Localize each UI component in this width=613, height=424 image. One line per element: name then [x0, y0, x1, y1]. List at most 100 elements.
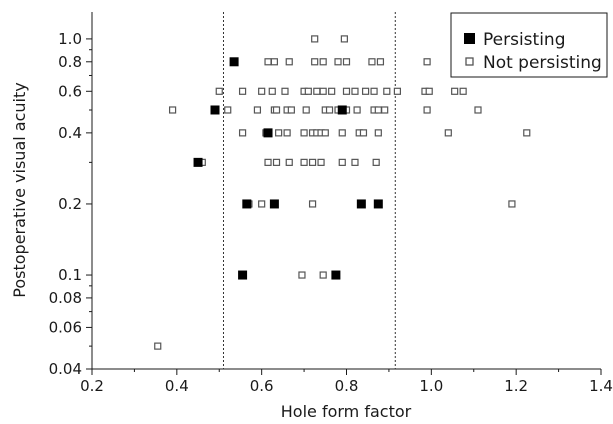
- data-point-not-persisting: [253, 106, 262, 114]
- data-point-not-persisting: [285, 158, 293, 166]
- reference-lines: [222, 12, 396, 369]
- data-point-not-persisting: [264, 58, 272, 66]
- data-point-not-persisting: [264, 158, 272, 166]
- data-point-not-persisting: [270, 58, 278, 66]
- legend-box: [450, 12, 608, 78]
- data-point-not-persisting: [258, 87, 266, 95]
- data-point-not-persisting: [368, 58, 376, 66]
- x-tick-label: 0.6: [250, 377, 274, 395]
- data-point-not-persisting: [523, 129, 531, 137]
- data-point-not-persisting: [298, 271, 306, 279]
- y-tick-label: 0.06: [49, 318, 82, 336]
- x-tick-label: 1.0: [419, 377, 443, 395]
- data-point-persisting: [242, 199, 252, 209]
- data-point-persisting: [229, 57, 239, 67]
- data-point-not-persisting: [285, 58, 293, 66]
- data-point-not-persisting: [353, 106, 361, 114]
- data-point-not-persisting: [444, 129, 452, 137]
- y-tick-label: 0.6: [58, 82, 82, 100]
- data-point-not-persisting: [328, 87, 336, 95]
- axes: 0.2 0.4 0.6 0.8 1.0 1.2 1.4 0.04 0.06 0.08 0.1 0.2 0…: [49, 12, 613, 395]
- data-point-not-persisting: [154, 342, 162, 350]
- data-point-persisting: [238, 270, 248, 280]
- data-point-not-persisting: [372, 158, 380, 166]
- data-point-not-persisting: [451, 87, 459, 95]
- data-point-not-persisting: [321, 129, 329, 137]
- data-point-not-persisting: [425, 87, 433, 95]
- data-point-persisting: [269, 199, 279, 209]
- data-point-not-persisting: [319, 271, 327, 279]
- data-point-not-persisting: [272, 158, 281, 166]
- legend-marker-persisting: [464, 33, 475, 44]
- data-point-not-persisting: [283, 129, 291, 137]
- data-point-not-persisting: [474, 106, 482, 114]
- data-point-not-persisting: [281, 87, 289, 95]
- data-point-not-persisting: [268, 87, 276, 95]
- data-point-not-persisting: [272, 106, 281, 114]
- data-point-not-persisting: [459, 87, 467, 95]
- data-point-not-persisting: [338, 129, 346, 137]
- data-point-not-persisting: [351, 158, 359, 166]
- data-point-persisting: [373, 199, 383, 209]
- data-point-not-persisting: [238, 129, 247, 137]
- data-point-not-persisting: [338, 158, 346, 166]
- x-tick-label: 0.8: [335, 377, 359, 395]
- data-point-not-persisting: [317, 158, 325, 166]
- data-point-not-persisting: [311, 35, 319, 43]
- y-tick-label: 0.4: [58, 124, 82, 142]
- x-tick-label: 1.2: [504, 377, 528, 395]
- data-point-not-persisting: [287, 106, 295, 114]
- data-point-not-persisting: [319, 87, 327, 95]
- data-point-not-persisting: [215, 87, 223, 95]
- data-point-not-persisting: [423, 58, 431, 66]
- data-point-not-persisting: [393, 87, 401, 95]
- y-tick-label: 0.1: [58, 266, 82, 284]
- legend-marker-not-persisting: [465, 57, 474, 66]
- x-tick-label: 0.2: [80, 377, 104, 395]
- data-point-not-persisting: [376, 58, 385, 66]
- x-axis-title: Hole form factor: [281, 402, 412, 421]
- data-point-not-persisting: [275, 129, 283, 137]
- data-point-not-persisting: [361, 87, 370, 95]
- y-axis-title: Postoperative visual acuity: [10, 82, 29, 297]
- y-tick-label: 0.08: [49, 289, 82, 307]
- data-point-not-persisting: [374, 106, 382, 114]
- legend-label-persisting: Persisting: [483, 30, 566, 50]
- data-point-not-persisting: [304, 87, 312, 95]
- data-point-not-persisting: [313, 87, 321, 95]
- data-point-not-persisting: [168, 106, 177, 114]
- data-point-persisting: [356, 199, 366, 209]
- data-point-not-persisting: [383, 87, 391, 95]
- x-tick-label: 1.4: [589, 377, 613, 395]
- data-point-not-persisting: [238, 87, 247, 95]
- y-tick-label: 0.8: [58, 53, 82, 71]
- data-point-not-persisting: [325, 106, 334, 114]
- data-point-not-persisting: [370, 87, 378, 95]
- data-point-persisting: [210, 105, 220, 115]
- data-point-not-persisting: [300, 129, 308, 137]
- data-point-not-persisting: [423, 106, 431, 114]
- data-point-persisting: [193, 157, 203, 167]
- legend-label-not-persisting: Not persisting: [483, 53, 602, 73]
- y-tick-label: 0.04: [49, 360, 82, 378]
- data-point-not-persisting: [302, 106, 310, 114]
- data-point-not-persisting: [351, 87, 359, 95]
- data-point-not-persisting: [258, 200, 266, 208]
- data-point-persisting: [337, 105, 347, 115]
- data-point-persisting: [263, 128, 273, 138]
- y-tick-label: 0.2: [58, 195, 82, 213]
- data-point-not-persisting: [308, 158, 317, 166]
- data-point-not-persisting: [308, 200, 317, 208]
- data-point-not-persisting: [374, 129, 382, 137]
- data-point-not-persisting: [334, 58, 342, 66]
- data-point-not-persisting: [342, 58, 351, 66]
- data-point-not-persisting: [359, 129, 368, 137]
- data-point-not-persisting: [381, 106, 389, 114]
- data-point-not-persisting: [340, 35, 348, 43]
- y-tick-label: 1.0: [58, 30, 82, 48]
- data-point-not-persisting: [311, 58, 319, 66]
- x-tick-label: 0.4: [165, 377, 189, 395]
- data-point-not-persisting: [224, 106, 232, 114]
- data-point-not-persisting: [342, 87, 351, 95]
